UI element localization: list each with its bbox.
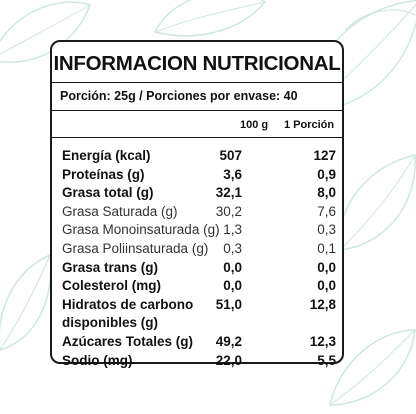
value-per-portion: 127 <box>313 148 336 163</box>
nutrient-name: Grasa trans (g) <box>62 259 159 275</box>
nutrient-name: disponibles (g) <box>62 315 158 331</box>
panel-title: INFORMACION NUTRICIONAL <box>53 52 341 75</box>
nutrient-name: Grasa Poliinsaturada (g) <box>62 241 209 256</box>
table-row: Grasa total (g) 32,1 8,0 <box>52 185 342 204</box>
value-per-portion: 7,6 <box>317 203 336 219</box>
leaf-icon <box>329 329 416 406</box>
value-per-100g: 1,3 <box>223 222 242 238</box>
divider <box>52 137 342 138</box>
table-row: Grasa Monoinsaturada (g) 1,3 0,3 <box>52 222 342 241</box>
table-row: Azúcares Totales (g) 49,2 12,3 <box>52 334 342 353</box>
leaf-icon <box>0 1 91 63</box>
value-per-portion: 12,3 <box>309 334 336 349</box>
value-per-portion: 12,8 <box>309 296 336 312</box>
table-row: disponibles (g) <box>52 315 342 334</box>
nutrient-name: Sodio (mg) <box>62 352 133 368</box>
nutrient-name: Energía (kcal) <box>62 148 151 163</box>
leaf-icon <box>153 0 267 37</box>
value-per-100g: 0,0 <box>223 278 242 294</box>
value-per-100g: 507 <box>219 148 242 163</box>
value-per-portion: 8,0 <box>317 185 336 201</box>
value-per-100g: 30,2 <box>215 203 242 219</box>
nutrient-name: Azúcares Totales (g) <box>62 334 194 349</box>
value-per-portion: 0,3 <box>317 222 336 238</box>
nutrient-name: Grasa Monoinsaturada (g) <box>62 222 220 238</box>
value-per-100g: 49,2 <box>215 334 242 349</box>
column-header-100g: 100 g <box>240 119 269 131</box>
table-row: Grasa trans (g) 0,0 0,0 <box>52 260 342 279</box>
value-per-portion: 0,0 <box>317 278 336 294</box>
table-row: Colesterol (mg) 0,0 0,0 <box>52 278 342 297</box>
table-row: Hidratos de carbono 51,0 12,8 <box>52 297 342 316</box>
value-per-portion: 0,0 <box>317 259 336 275</box>
column-header-portion: 1 Porción <box>284 119 335 131</box>
divider <box>52 82 342 83</box>
table-row: Sodio (mg) 22,0 5,5 <box>52 353 342 372</box>
nutrient-name: Proteínas (g) <box>62 166 145 182</box>
value-per-100g: 0,3 <box>223 241 242 256</box>
nutrient-name: Grasa total (g) <box>62 185 154 201</box>
table-row: Grasa Saturada (g) 30,2 7,6 <box>52 204 342 223</box>
nutrient-name: Colesterol (mg) <box>62 278 162 294</box>
table-row: Proteínas (g) 3,6 0,9 <box>52 167 342 186</box>
leaf-icon <box>338 154 416 251</box>
value-per-portion: 0,1 <box>317 241 336 256</box>
nutrition-facts-panel: INFORMACION NUTRICIONAL Porción: 25g / P… <box>50 40 344 368</box>
table-row: Energía (kcal) 507 127 <box>52 148 342 167</box>
value-per-portion: 0,9 <box>317 166 336 182</box>
divider <box>52 110 342 111</box>
value-per-100g: 51,0 <box>215 296 242 312</box>
nutrient-name: Grasa Saturada (g) <box>62 203 178 219</box>
value-per-100g: 3,6 <box>223 166 242 182</box>
portion-info: Porción: 25g / Porciones por envase: 40 <box>60 89 298 103</box>
value-per-100g: 0,0 <box>223 259 242 275</box>
table-row: Grasa Poliinsaturada (g) 0,3 0,1 <box>52 241 342 260</box>
value-per-100g: 22,0 <box>215 352 242 368</box>
nutrient-name: Hidratos de carbono <box>62 296 194 312</box>
value-per-100g: 32,1 <box>215 185 242 201</box>
value-per-portion: 5,5 <box>317 352 336 368</box>
